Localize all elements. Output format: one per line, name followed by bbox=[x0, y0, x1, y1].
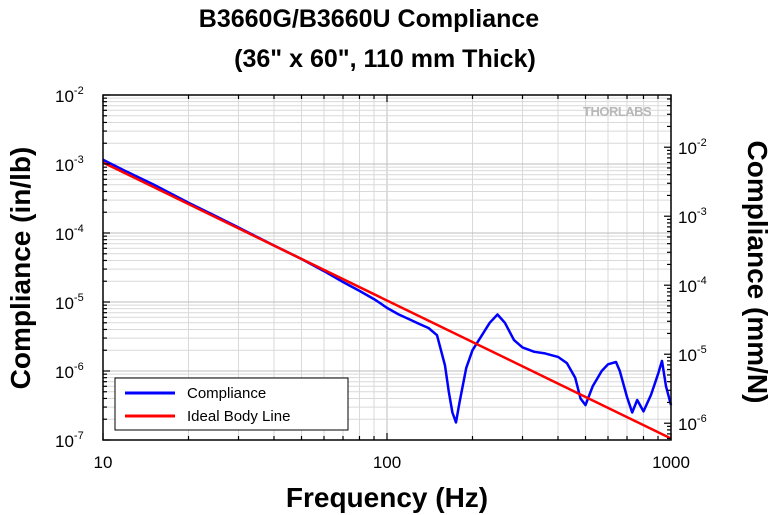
x-axis-title: Frequency (Hz) bbox=[286, 482, 488, 513]
y2-tick-label: 10-5 bbox=[678, 344, 707, 365]
x-tick-label: 100 bbox=[373, 453, 401, 472]
x-tick-label: 10 bbox=[94, 453, 113, 472]
chart-title: B3660G/B3660U Compliance bbox=[199, 5, 540, 33]
y-tick-label: 10-4 bbox=[55, 223, 84, 244]
y-axis-title: Compliance (in/lb) bbox=[5, 147, 36, 390]
legend-label-ideal-body-line: Ideal Body Line bbox=[187, 408, 290, 425]
legend-label-compliance: Compliance bbox=[187, 385, 266, 402]
y-tick-label: 10-3 bbox=[55, 154, 84, 175]
y2-tick-label: 10-3 bbox=[678, 206, 707, 227]
series-layer bbox=[102, 158, 673, 440]
y2-tick-label: 10-4 bbox=[678, 275, 707, 296]
y-tick-label: 10-6 bbox=[55, 361, 84, 382]
y2-tick-label: 10-6 bbox=[678, 413, 707, 434]
series-ideal-body-line-line bbox=[102, 161, 672, 440]
legend: Compliance Ideal Body Line bbox=[114, 377, 349, 431]
thorlabs-watermark: THORLABS bbox=[583, 104, 652, 119]
series-compliance-line bbox=[102, 158, 673, 424]
y-tick-label: 10-2 bbox=[55, 85, 84, 106]
axis-ticks: 10 100 1000 10-7 10-6 10-5 10-4 10-3 10-2 10-6 10-… bbox=[55, 85, 707, 472]
chart-subtitle: (36" x 60", 110 mm Thick) bbox=[234, 45, 536, 73]
x-tick-label: 1000 bbox=[652, 453, 690, 472]
y2-tick-label: 10-2 bbox=[678, 137, 707, 158]
y-tick-label: 10-7 bbox=[55, 430, 84, 451]
y-tick-label: 10-5 bbox=[55, 292, 84, 313]
y2-axis-title: Compliance (mm/N) bbox=[742, 141, 773, 404]
legend-box bbox=[114, 377, 349, 431]
